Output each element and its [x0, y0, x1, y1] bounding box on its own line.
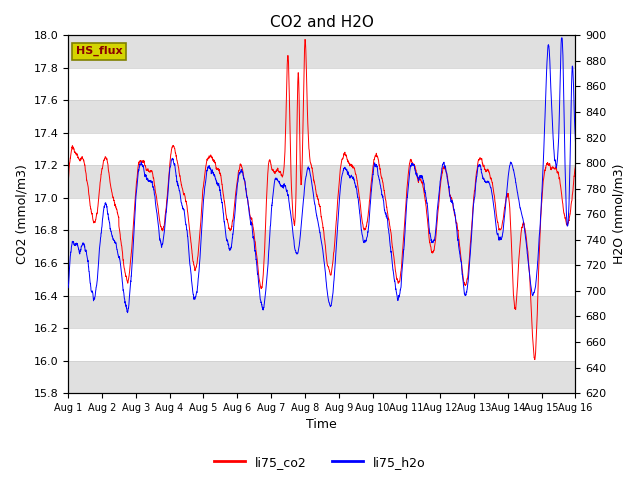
Y-axis label: CO2 (mmol/m3): CO2 (mmol/m3) — [15, 164, 28, 264]
Bar — [68, 36, 575, 68]
Bar — [68, 100, 575, 133]
Legend: li75_co2, li75_h2o: li75_co2, li75_h2o — [209, 451, 431, 474]
Bar — [68, 296, 575, 328]
Bar — [68, 360, 575, 393]
Bar — [68, 230, 575, 263]
X-axis label: Time: Time — [307, 419, 337, 432]
Text: HS_flux: HS_flux — [76, 46, 122, 56]
Y-axis label: H2O (mmol/m3): H2O (mmol/m3) — [612, 164, 625, 264]
Bar — [68, 166, 575, 198]
Title: CO2 and H2O: CO2 and H2O — [270, 15, 374, 30]
